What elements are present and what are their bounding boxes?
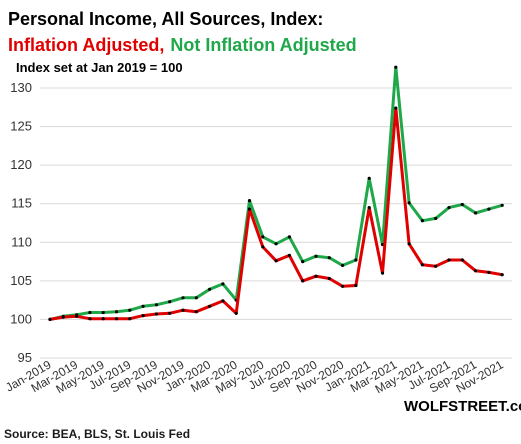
- chart-footer: Source: BEA, BLS, St. Louis Fed WOLFSTRE…: [4, 398, 521, 441]
- data-point-not-inflation-adjusted: [221, 282, 225, 286]
- data-point-not-inflation-adjusted: [168, 300, 172, 304]
- data-point-inflation-adjusted: [128, 317, 132, 321]
- data-point-inflation-adjusted: [88, 317, 92, 321]
- data-point-not-inflation-adjusted: [101, 310, 105, 315]
- data-point-inflation-adjusted: [247, 207, 252, 211]
- y-tick-label: 125: [10, 119, 32, 134]
- data-point-not-inflation-adjusted: [247, 199, 252, 203]
- data-point-inflation-adjusted: [101, 317, 105, 321]
- y-axis: 95 100 105 110 115 120 125 130: [10, 80, 32, 365]
- data-point-inflation-adjusted: [48, 317, 52, 321]
- data-point-not-inflation-adjusted: [367, 176, 371, 180]
- data-point-inflation-adjusted: [460, 258, 464, 262]
- data-point-inflation-adjusted: [274, 259, 278, 263]
- data-point-inflation-adjusted: [208, 304, 212, 308]
- series-line-inflation-adjusted: [49, 106, 503, 321]
- y-tick-label: 110: [11, 234, 32, 249]
- data-point-not-inflation-adjusted: [327, 256, 331, 260]
- data-point-not-inflation-adjusted: [474, 211, 478, 215]
- data-point-not-inflation-adjusted: [434, 216, 438, 220]
- chart-title: Personal Income, All Sources, Index:: [8, 9, 323, 29]
- data-point-inflation-adjusted: [181, 308, 185, 312]
- y-tick-label: 120: [10, 157, 32, 172]
- data-point-not-inflation-adjusted: [460, 202, 464, 207]
- data-point-inflation-adjusted: [394, 106, 398, 110]
- data-point-inflation-adjusted: [154, 312, 158, 316]
- data-point-inflation-adjusted: [141, 314, 145, 318]
- data-point-inflation-adjusted: [407, 242, 411, 246]
- data-point-inflation-adjusted: [420, 263, 424, 267]
- data-point-inflation-adjusted: [380, 271, 385, 275]
- data-point-not-inflation-adjusted: [141, 304, 145, 308]
- data-point-inflation-adjusted: [234, 311, 238, 315]
- data-point-not-inflation-adjusted: [208, 287, 212, 291]
- data-point-not-inflation-adjusted: [447, 206, 451, 210]
- subtitle-inflation-adjusted: Inflation Adjusted,: [8, 35, 164, 55]
- data-point-inflation-adjusted: [474, 269, 478, 273]
- data-point-not-inflation-adjusted: [261, 235, 265, 239]
- source-note: Source: BEA, BLS, St. Louis Fed: [4, 427, 190, 441]
- data-point-not-inflation-adjusted: [274, 242, 278, 246]
- subtitle-not-inflation-adjusted: Not Inflation Adjusted: [170, 35, 356, 55]
- data-point-inflation-adjusted: [168, 311, 172, 315]
- data-point-inflation-adjusted: [487, 270, 491, 274]
- data-point-not-inflation-adjusted: [354, 258, 358, 262]
- data-point-inflation-adjusted: [434, 264, 438, 268]
- data-point-inflation-adjusted: [341, 284, 345, 288]
- data-point-not-inflation-adjusted: [487, 207, 491, 211]
- data-point-not-inflation-adjusted: [154, 303, 158, 307]
- data-point-inflation-adjusted: [261, 245, 265, 249]
- data-point-not-inflation-adjusted: [301, 260, 305, 264]
- data-point-not-inflation-adjusted: [287, 235, 291, 239]
- data-point-not-inflation-adjusted: [194, 296, 198, 300]
- data-point-inflation-adjusted: [327, 276, 331, 281]
- data-point-not-inflation-adjusted: [394, 65, 398, 69]
- data-point-inflation-adjusted: [194, 310, 198, 314]
- y-tick-label: 115: [11, 196, 32, 211]
- y-tick-label: 130: [10, 80, 32, 95]
- data-point-inflation-adjusted: [287, 253, 291, 257]
- y-tick-label: 105: [10, 273, 32, 288]
- chart-subtitle: Inflation Adjusted, Not Inflation Adjuste…: [8, 35, 357, 55]
- data-point-inflation-adjusted: [75, 314, 79, 318]
- data-point-inflation-adjusted: [447, 258, 451, 262]
- data-point-inflation-adjusted: [314, 274, 318, 278]
- data-point-inflation-adjusted: [61, 315, 65, 319]
- y-tick-label: 95: [18, 350, 32, 365]
- data-point-not-inflation-adjusted: [500, 203, 504, 207]
- data-point-not-inflation-adjusted: [128, 308, 132, 312]
- series-line-not-inflation-adjusted: [49, 65, 503, 321]
- series-layer: [48, 65, 504, 321]
- data-point-not-inflation-adjusted: [114, 310, 119, 314]
- data-point-inflation-adjusted: [500, 273, 504, 277]
- data-point-not-inflation-adjusted: [420, 219, 424, 223]
- data-point-inflation-adjusted: [301, 279, 305, 283]
- chart-header: Personal Income, All Sources, Index: Inf…: [8, 9, 357, 75]
- data-point-not-inflation-adjusted: [88, 310, 92, 315]
- y-tick-label: 100: [10, 311, 32, 326]
- data-point-inflation-adjusted: [221, 299, 225, 303]
- brand-watermark: WOLFSTREET.com: [404, 398, 521, 415]
- data-point-not-inflation-adjusted: [341, 263, 345, 267]
- data-point-inflation-adjusted: [114, 317, 119, 321]
- index-note: Index set at Jan 2019 = 100: [16, 60, 183, 75]
- data-point-not-inflation-adjusted: [181, 296, 185, 300]
- data-point-inflation-adjusted: [367, 206, 371, 210]
- x-axis: Jan-2019Mar-2019May-2019Jul-2019Sep-2019…: [3, 357, 506, 396]
- data-point-inflation-adjusted: [354, 283, 358, 288]
- data-point-not-inflation-adjusted: [407, 201, 411, 205]
- data-point-not-inflation-adjusted: [314, 254, 318, 258]
